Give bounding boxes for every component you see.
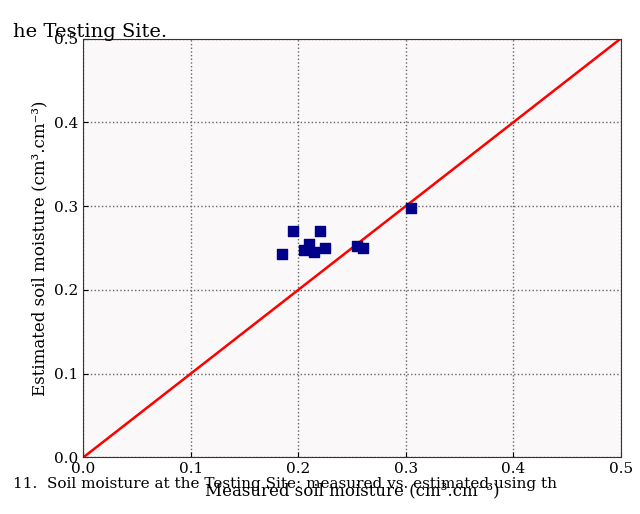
Point [320, 244, 330, 252]
Point [288, 227, 298, 235]
Point [406, 204, 416, 212]
X-axis label: Measured soil moisture (cm³.cm⁻³): Measured soil moisture (cm³.cm⁻³) [205, 482, 499, 499]
Y-axis label: Estimated soil moisture (cm³.cm⁻³): Estimated soil moisture (cm³.cm⁻³) [31, 100, 49, 396]
Point [277, 250, 287, 258]
Text: he Testing Site.: he Testing Site. [13, 23, 167, 41]
Point [309, 248, 319, 256]
Text: 11.  Soil moisture at the Testing Site: measured vs. estimated using th: 11. Soil moisture at the Testing Site: m… [13, 477, 557, 491]
Point [304, 240, 314, 248]
Point [315, 227, 325, 235]
Point [352, 242, 362, 250]
Point [358, 244, 368, 252]
Point [298, 246, 308, 254]
